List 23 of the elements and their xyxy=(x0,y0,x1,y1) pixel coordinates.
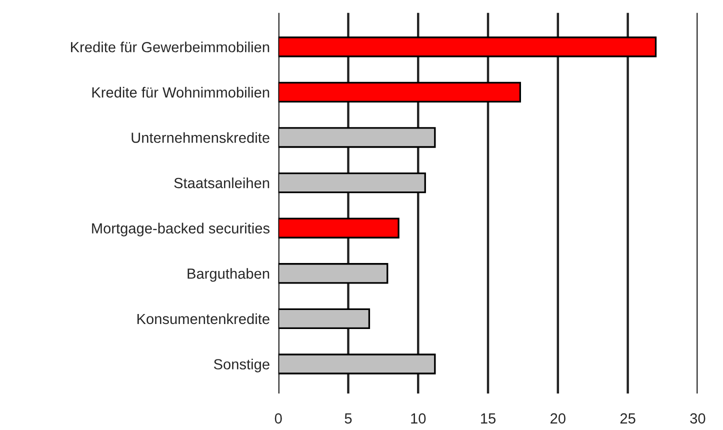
x-tick-label: 5 xyxy=(344,413,352,424)
y-tick-label: Kredite für Wohnimmobilien xyxy=(92,86,270,98)
y-tick-label: Kredite für Gewerbeimmobilien xyxy=(71,42,270,52)
y-tick-label: Unternehmenskredite xyxy=(132,132,270,143)
bar xyxy=(278,218,400,238)
bar xyxy=(278,127,436,148)
bar xyxy=(278,36,657,58)
bar xyxy=(278,82,522,103)
y-tick-label: Konsumentenkredite xyxy=(137,313,270,324)
y-tick-label: Barguthaben xyxy=(188,268,270,282)
x-tick-label: 20 xyxy=(550,413,566,424)
bar xyxy=(278,308,370,330)
bar xyxy=(278,354,436,374)
x-tick-label: 15 xyxy=(481,413,496,424)
bar xyxy=(278,172,426,194)
y-tick-label: Staatsanleihen xyxy=(174,178,270,188)
y-tick-label: Sonstige xyxy=(214,358,270,372)
x-tick-label: 30 xyxy=(690,413,706,424)
x-tick-label: 0 xyxy=(274,413,282,424)
y-tick-label: Mortgage-backed securities xyxy=(92,222,270,236)
bar xyxy=(278,263,388,284)
x-tick-label: 10 xyxy=(411,413,426,424)
x-tick-label: 25 xyxy=(620,413,636,424)
